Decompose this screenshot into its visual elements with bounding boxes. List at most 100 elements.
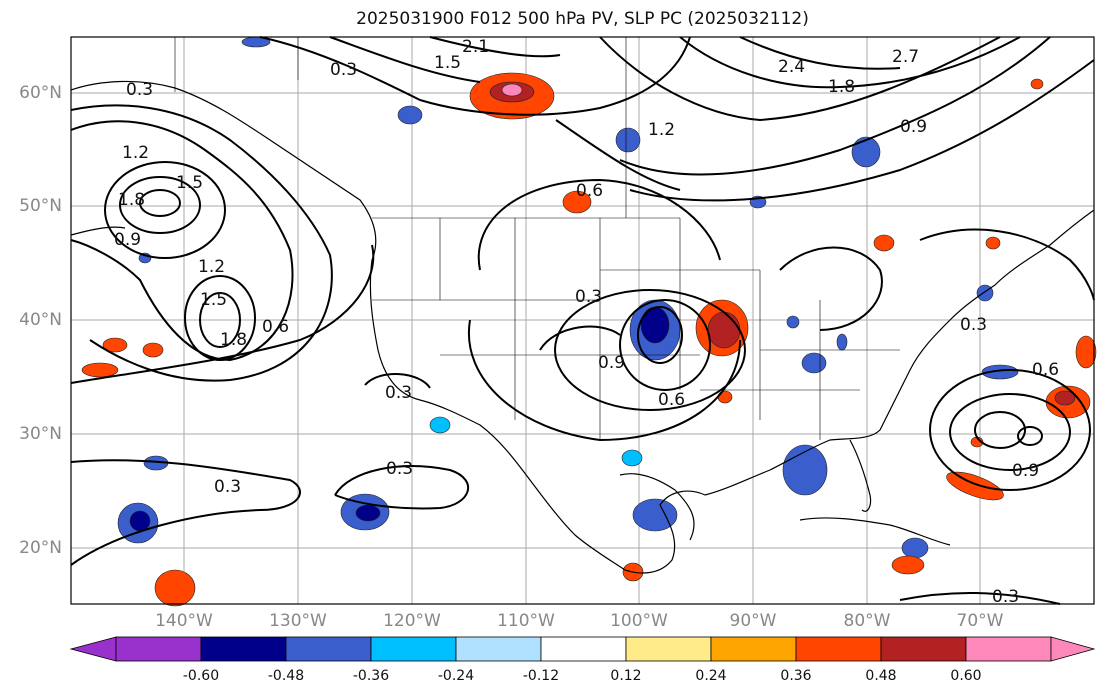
contour-label: 1.8 — [220, 330, 247, 350]
contour-label: 0.9 — [114, 230, 141, 250]
lat-label: 40°N — [19, 310, 62, 330]
lon-label: 140°W — [155, 611, 213, 631]
contour-label: 0.9 — [598, 353, 625, 373]
pv-neg-blob — [621, 449, 643, 467]
pv-pos-blob — [142, 342, 164, 358]
colorbar-bin — [285, 636, 372, 662]
contour-label: 2.4 — [778, 57, 805, 77]
lon-label: 100°W — [610, 611, 668, 631]
pv-neg-blob — [801, 352, 827, 374]
pv-neg-blob — [786, 315, 800, 329]
contour-label: 1.5 — [176, 173, 203, 193]
pv-pos-core — [1054, 390, 1076, 406]
colorbar — [69, 636, 1096, 662]
contour-label: 0.3 — [575, 287, 602, 307]
contour-label: 0.3 — [330, 60, 357, 80]
contour-label: 0.9 — [900, 117, 927, 137]
contour-label: 0.6 — [262, 317, 289, 337]
contour-label: 0.3 — [385, 383, 412, 403]
colorbar-tick: -0.12 — [522, 668, 560, 684]
contour-label: 0.3 — [960, 315, 987, 335]
pv-neg-blob — [851, 136, 881, 168]
pv-neg-blob — [615, 127, 641, 153]
colorbar-bin — [370, 636, 457, 662]
pv-neg-core — [355, 504, 381, 522]
lat-label: 50°N — [19, 196, 62, 216]
contour-label: 1.2 — [648, 120, 675, 140]
contour-label: 2.1 — [462, 37, 489, 57]
lat-label: 20°N — [19, 538, 62, 558]
pv-neg-core — [129, 510, 151, 532]
pv-neg-blob — [632, 498, 678, 532]
colorbar-tick: 0.24 — [695, 668, 727, 684]
pv-pos-blob — [985, 236, 1001, 250]
colorbar-bin — [625, 636, 712, 662]
contour-label: 0.6 — [1032, 360, 1059, 380]
colorbar-tick: -0.36 — [352, 668, 390, 684]
contour-label: 0.3 — [214, 477, 241, 497]
coastlines — [70, 80, 1095, 574]
pv-pos-blob — [562, 190, 592, 214]
pv-pos-blob — [946, 471, 1004, 501]
pv-pos-core2 — [501, 83, 523, 97]
lon-label: 110°W — [497, 611, 555, 631]
colorbar-bin — [880, 636, 967, 662]
pv-neg-blob — [397, 105, 423, 125]
colorbar-bin — [710, 636, 797, 662]
figure-title: 2025031900 F012 500 hPa PV, SLP PC (2025… — [356, 9, 809, 29]
colorbar-bin — [965, 636, 1052, 662]
contour-label: 1.8 — [828, 77, 855, 97]
pv-neg-blob — [901, 537, 929, 559]
colorbar-tick: 0.48 — [865, 668, 897, 684]
contour-label: 1.8 — [118, 190, 145, 210]
lon-label: 130°W — [269, 611, 327, 631]
contour-labels: 2.1 0.3 1.8 1.5 1.2 0.9 0.6 2.4 2.7 1.2 … — [114, 37, 1059, 607]
pv-neg-blob — [981, 364, 1019, 380]
map-panel: 2.1 0.3 1.8 1.5 1.2 0.9 0.6 2.4 2.7 1.2 … — [70, 36, 1097, 607]
colorbar-tick: -0.60 — [182, 668, 220, 684]
pv-neg-blob — [782, 444, 828, 496]
pv-pos-blob — [1030, 78, 1044, 90]
pv-pos-blob — [891, 555, 925, 575]
lon-label: 70°W — [956, 611, 1004, 631]
lon-label: 120°W — [383, 611, 441, 631]
colorbar-tick: -0.48 — [267, 668, 305, 684]
colorbar-bin — [795, 636, 882, 662]
contour-label: 0.3 — [386, 459, 413, 479]
colorbar-bin — [115, 636, 202, 662]
slp-contours — [70, 36, 1095, 605]
colorbar-tick: -0.24 — [437, 668, 475, 684]
map-frame — [70, 36, 1095, 605]
pv-shading — [81, 36, 1097, 607]
lat-label: 60°N — [19, 83, 62, 103]
colorbar-under — [69, 636, 117, 662]
colorbar-bin — [540, 636, 627, 662]
lat-label: 30°N — [19, 424, 62, 444]
contour-label: 0.9 — [1012, 461, 1039, 481]
colorbar-tick: 0.36 — [780, 668, 812, 684]
pv-pos-blob — [873, 234, 895, 252]
lon-label: 90°W — [729, 611, 777, 631]
pv-neg-blob — [429, 416, 451, 434]
contour-label: 1.5 — [434, 53, 461, 73]
contour-label: 1.2 — [198, 257, 225, 277]
lon-label: 80°W — [843, 611, 891, 631]
contour-label: 2.7 — [892, 47, 919, 67]
pv-pos-blob — [154, 569, 196, 607]
contour-label: 0.6 — [658, 390, 685, 410]
colorbar-tick: 0.12 — [610, 668, 642, 684]
pv-neg-blob — [836, 333, 848, 351]
contour-label: 1.2 — [122, 143, 149, 163]
colorbar-over — [1050, 636, 1096, 662]
pv-pos-blob — [1075, 335, 1097, 369]
state-borders — [174, 37, 900, 440]
colorbar-bin — [200, 636, 287, 662]
pv-pos-core — [707, 311, 741, 349]
pv-pos-blob — [102, 337, 128, 353]
pv-pos-blob — [81, 362, 119, 378]
pv-neg-core — [640, 306, 670, 344]
contour-label: 1.5 — [200, 290, 227, 310]
contour-label: 0.6 — [576, 181, 603, 201]
contour-label: 0.3 — [126, 80, 153, 100]
